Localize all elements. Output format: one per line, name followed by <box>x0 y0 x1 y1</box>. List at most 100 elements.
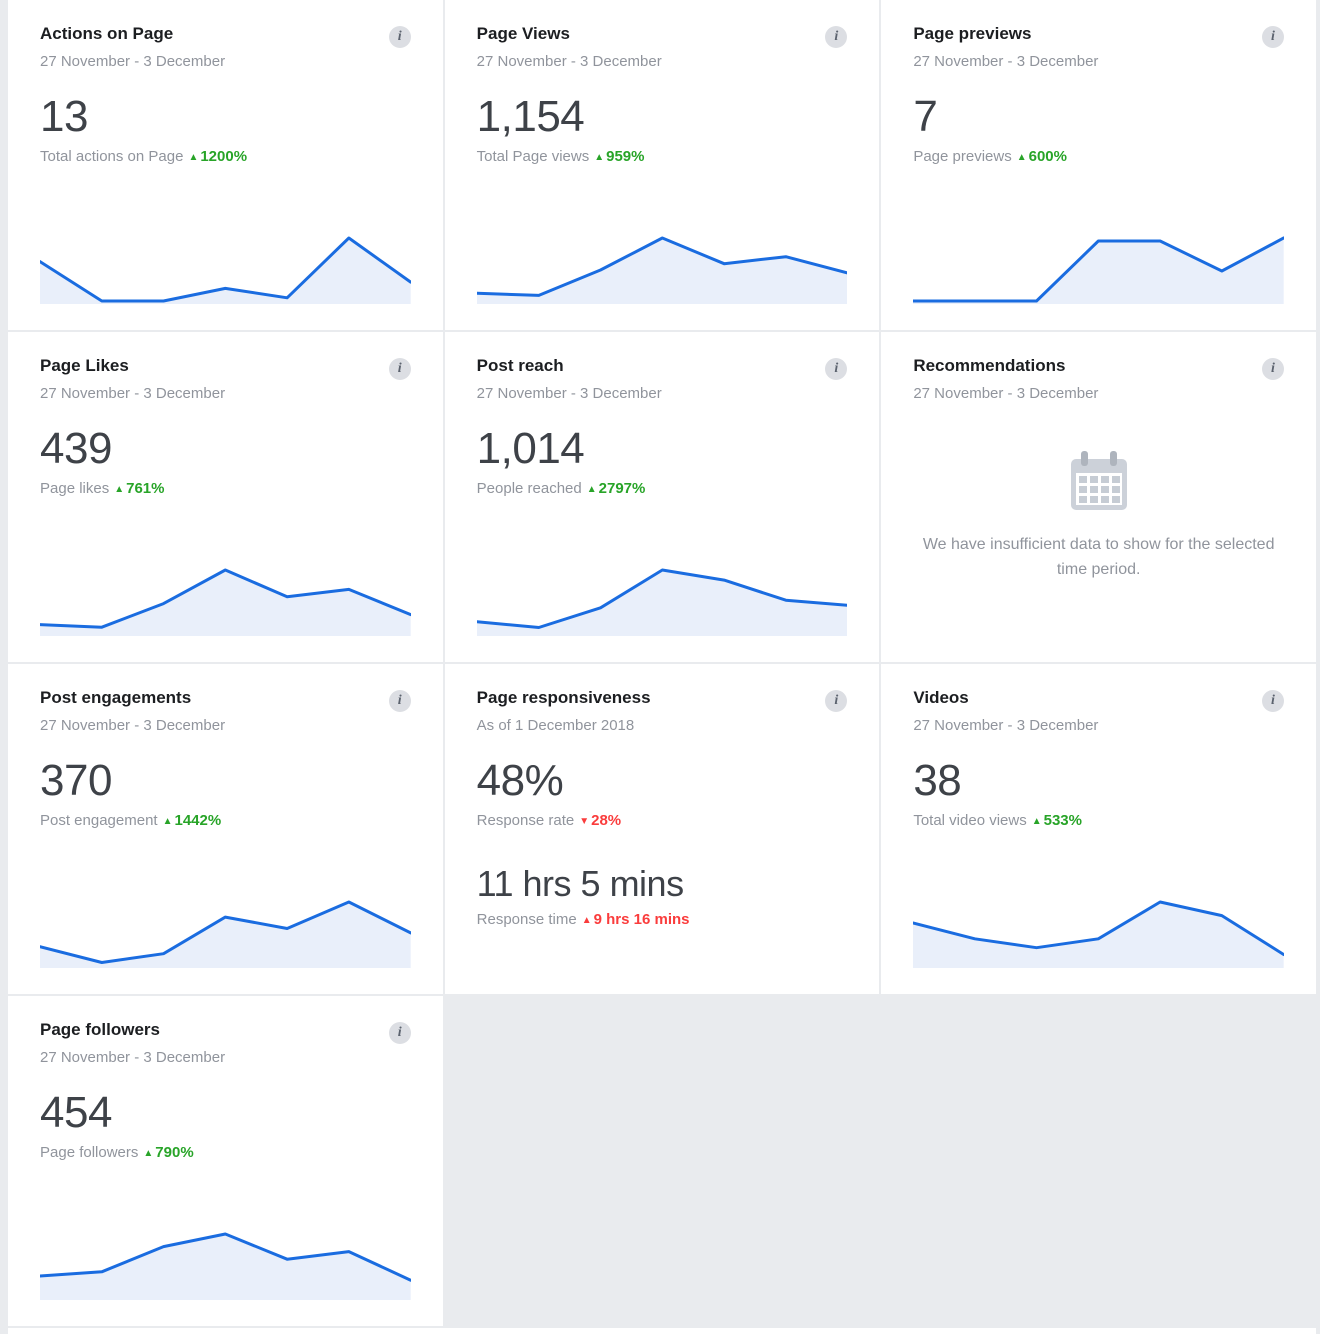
info-icon[interactable]: i <box>1261 26 1284 48</box>
metric-label: Page previews <box>913 148 1012 166</box>
info-icon[interactable]: i <box>825 358 848 380</box>
card-header: Page followers 27 November - 3 December … <box>40 1020 411 1066</box>
card-page-followers[interactable]: Page followers 27 November - 3 December … <box>8 996 443 1326</box>
sparkline-chart <box>40 900 411 968</box>
card-header: Actions on Page 27 November - 3 December… <box>40 24 411 70</box>
card-title: Recommendations <box>913 356 1066 375</box>
delta-value: 2797% <box>598 480 646 498</box>
card-as-of-date: As of 1 December 2018 <box>476 717 635 734</box>
metric-line: Page followers ▲ 790% <box>40 1144 411 1161</box>
metric-value: 370 <box>40 756 112 805</box>
up-arrow-icon: ▲ <box>188 152 199 164</box>
info-icon[interactable]: i <box>825 690 848 712</box>
down-arrow-icon: ▼ <box>579 816 590 828</box>
metric-line: Page likes ▲ 761% <box>40 480 411 497</box>
metric-delta: ▲ 600% <box>1017 148 1067 165</box>
card-page-previews[interactable]: Page previews 27 November - 3 December i… <box>881 0 1316 330</box>
card-date-range: 27 November - 3 December <box>913 385 1099 402</box>
metric-line: Post engagement ▲ 1442% <box>40 812 411 829</box>
card-title: Page followers <box>40 1020 160 1039</box>
info-icon[interactable]: i <box>1261 358 1284 380</box>
metric-value-secondary: 11 hrs 5 mins <box>476 863 684 905</box>
info-icon[interactable]: i <box>388 690 411 712</box>
up-arrow-icon: ▲ <box>162 816 173 828</box>
card-title: Page previews <box>913 24 1032 43</box>
metric-delta: ▼ 28% <box>579 812 621 829</box>
insufficient-data-message: We have insufficient data to show for th… <box>922 536 1275 578</box>
metric-label: Total actions on Page <box>40 148 184 166</box>
delta-value: 790% <box>155 1144 194 1162</box>
card-page-likes[interactable]: Page Likes 27 November - 3 December i 43… <box>8 332 443 662</box>
up-arrow-icon: ▲ <box>114 484 125 496</box>
card-date-range: 27 November - 3 December <box>40 1049 226 1066</box>
metric-value: 38 <box>913 756 962 805</box>
metric-line: Response rate ▼ 28% <box>477 812 848 829</box>
card-header-text: Recommendations 27 November - 3 December <box>913 356 1098 402</box>
metric-line: Total video views ▲ 533% <box>913 812 1284 829</box>
sparkline-chart <box>913 236 1284 304</box>
metric-delta: ▲ 533% <box>1032 812 1082 829</box>
delta-value: 533% <box>1043 812 1082 830</box>
card-date-range: 27 November - 3 December <box>476 53 662 70</box>
card-title: Page Likes <box>40 356 129 375</box>
card-page-views[interactable]: Page Views 27 November - 3 December i 1,… <box>444 0 880 330</box>
metric-value: 439 <box>40 424 112 473</box>
metric-delta: ▲ 1200% <box>188 148 247 165</box>
card-header-text: Page responsiveness As of 1 December 201… <box>477 688 651 734</box>
metric-delta: ▲ 959% <box>594 148 644 165</box>
metric-value: 1,014 <box>476 424 585 473</box>
card-header-text: Page Likes 27 November - 3 December <box>40 356 225 402</box>
sparkline-chart <box>40 236 411 304</box>
card-header-text: Videos 27 November - 3 December <box>913 688 1098 734</box>
up-arrow-icon: ▲ <box>594 152 605 164</box>
card-header-text: Page previews 27 November - 3 December <box>913 24 1098 70</box>
info-icon[interactable]: i <box>388 1022 411 1044</box>
card-header: Post engagements 27 November - 3 Decembe… <box>40 688 411 734</box>
info-icon[interactable]: i <box>1261 690 1284 712</box>
delta-value: 600% <box>1028 148 1067 166</box>
card-title: Videos <box>913 688 969 707</box>
card-date-range: 27 November - 3 December <box>913 717 1099 734</box>
up-arrow-icon: ▲ <box>143 1148 154 1160</box>
metric-delta: ▲ 9 hrs 16 mins <box>582 911 690 928</box>
card-post-reach[interactable]: Post reach 27 November - 3 December i 1,… <box>444 332 880 662</box>
sparkline-chart <box>40 1232 411 1300</box>
up-arrow-icon: ▲ <box>1031 816 1042 828</box>
delta-value: 761% <box>126 480 165 498</box>
card-header-text: Page followers 27 November - 3 December <box>40 1020 225 1066</box>
up-arrow-icon: ▲ <box>1016 152 1027 164</box>
metric-label: Page followers <box>40 1144 139 1162</box>
insufficient-data-panel: We have insufficient data to show for th… <box>913 402 1284 636</box>
card-header: Page Likes 27 November - 3 December i <box>40 356 411 402</box>
sparkline-chart <box>913 900 1284 968</box>
card-actions-on-page[interactable]: Actions on Page 27 November - 3 December… <box>8 0 443 330</box>
card-header: Videos 27 November - 3 December i <box>913 688 1284 734</box>
card-header: Recommendations 27 November - 3 December… <box>913 356 1284 402</box>
info-icon[interactable]: i <box>825 26 848 48</box>
delta-value: 1442% <box>174 812 222 830</box>
next-row-peek <box>8 1328 1316 1334</box>
card-post-engagements[interactable]: Post engagements 27 November - 3 Decembe… <box>8 664 443 994</box>
sparkline-chart <box>476 568 848 636</box>
metric-delta: ▲ 1442% <box>163 812 222 829</box>
metric-value: 1,154 <box>476 92 585 141</box>
metric-value: 48% <box>476 756 564 805</box>
empty-grid-area <box>445 996 1316 1326</box>
info-icon[interactable]: i <box>388 26 411 48</box>
delta-value: 1200% <box>200 148 248 166</box>
card-title: Page Views <box>476 24 570 43</box>
metric-line: Total actions on Page ▲ 1200% <box>40 148 411 165</box>
card-date-range: 27 November - 3 December <box>913 53 1099 70</box>
card-page-responsiveness[interactable]: Page responsiveness As of 1 December 201… <box>444 664 880 994</box>
card-header-text: Post engagements 27 November - 3 Decembe… <box>40 688 225 734</box>
metric-value: 454 <box>40 1088 112 1137</box>
metric-label: Total Page views <box>476 148 590 166</box>
sparkline-chart <box>476 236 848 304</box>
card-header: Page Views 27 November - 3 December i <box>477 24 848 70</box>
metric-label: Page likes <box>40 480 110 498</box>
info-icon[interactable]: i <box>388 358 411 380</box>
metric-value: 13 <box>40 92 88 141</box>
card-recommendations[interactable]: Recommendations 27 November - 3 December… <box>881 332 1316 662</box>
card-videos[interactable]: Videos 27 November - 3 December i 38 Tot… <box>881 664 1316 994</box>
delta-value: 28% <box>591 812 622 830</box>
